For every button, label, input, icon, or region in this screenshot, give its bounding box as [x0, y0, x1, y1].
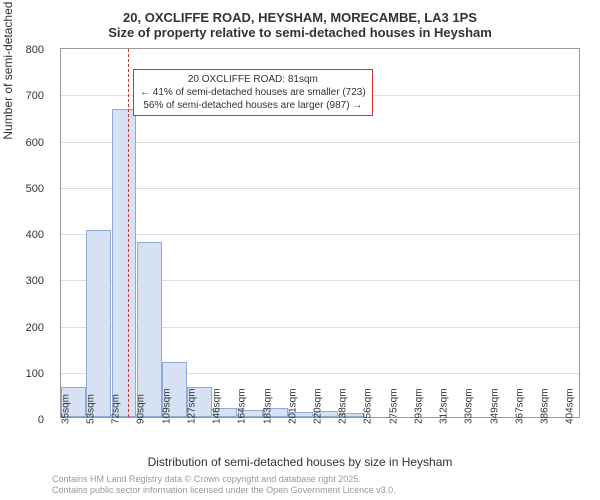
x-tick-label: 127sqm	[186, 388, 197, 424]
histogram-bar	[112, 109, 137, 417]
annotation-line3: 56% of semi-detached houses are larger (…	[140, 99, 366, 112]
x-tick-label: 386sqm	[540, 388, 551, 424]
plot-area: 20 OXCLIFFE ROAD: 81sqm ← 41% of semi-de…	[60, 48, 580, 418]
x-tick-label: 35sqm	[60, 394, 71, 424]
histogram-bar	[86, 230, 111, 417]
chart-container: 20, OXCLIFFE ROAD, HEYSHAM, MORECAMBE, L…	[0, 0, 600, 500]
x-tick-label: 312sqm	[439, 388, 450, 424]
x-tick-label: 146sqm	[212, 388, 223, 424]
x-tick-label: 238sqm	[338, 388, 349, 424]
x-axis-label: Distribution of semi-detached houses by …	[0, 455, 600, 469]
annotation-line2: ← 41% of semi-detached houses are smalle…	[140, 86, 366, 99]
x-tick-label: 220sqm	[313, 388, 324, 424]
y-tick-label: 800	[26, 44, 44, 56]
y-tick-label: 100	[26, 368, 44, 380]
footer: Contains HM Land Registry data © Crown c…	[52, 474, 396, 496]
x-tick-label: 367sqm	[514, 388, 525, 424]
y-tick-label: 500	[26, 183, 44, 195]
x-tick-label: 293sqm	[413, 388, 424, 424]
x-tick-label: 349sqm	[489, 388, 500, 424]
chart-title-main: 20, OXCLIFFE ROAD, HEYSHAM, MORECAMBE, L…	[10, 10, 590, 25]
y-tick-label: 200	[26, 322, 44, 334]
x-tick-label: 201sqm	[287, 388, 298, 424]
x-axis: 35sqm53sqm72sqm90sqm109sqm127sqm146sqm16…	[50, 420, 590, 460]
x-tick-label: 109sqm	[161, 388, 172, 424]
y-tick-label: 400	[26, 229, 44, 241]
x-tick-label: 330sqm	[464, 388, 475, 424]
reference-line	[128, 49, 129, 417]
grid-line	[61, 142, 579, 143]
annotation-line1: 20 OXCLIFFE ROAD: 81sqm	[140, 73, 366, 86]
grid-line	[61, 188, 579, 189]
annotation-box: 20 OXCLIFFE ROAD: 81sqm ← 41% of semi-de…	[133, 69, 373, 116]
x-tick-label: 164sqm	[237, 388, 248, 424]
x-tick-label: 90sqm	[136, 394, 147, 424]
x-tick-label: 256sqm	[363, 388, 374, 424]
y-tick-label: 600	[26, 137, 44, 149]
x-tick-label: 404sqm	[565, 388, 576, 424]
chart-title-sub: Size of property relative to semi-detach…	[10, 25, 590, 40]
x-tick-label: 275sqm	[388, 388, 399, 424]
histogram-bar	[137, 242, 162, 417]
y-tick-label: 300	[26, 275, 44, 287]
y-tick-label: 700	[26, 90, 44, 102]
x-tick-label: 53sqm	[85, 394, 96, 424]
y-axis-label: Number of semi-detached properties	[1, 0, 15, 140]
y-tick-label: 0	[38, 414, 44, 426]
x-tick-label: 183sqm	[262, 388, 273, 424]
footer-line2: Contains public sector information licen…	[52, 485, 396, 496]
x-tick-label: 72sqm	[111, 394, 122, 424]
grid-line	[61, 234, 579, 235]
footer-line1: Contains HM Land Registry data © Crown c…	[52, 474, 396, 485]
